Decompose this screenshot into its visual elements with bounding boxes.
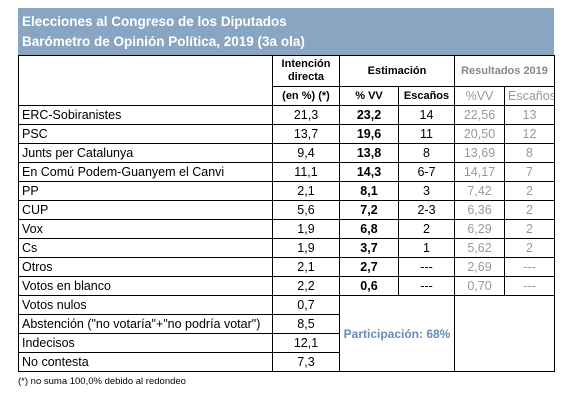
- intencion-value: 0,7: [272, 295, 340, 315]
- escanos-value: 6-7: [398, 162, 455, 182]
- res-vv-value: 7,42: [454, 181, 505, 201]
- poll-panel: Elecciones al Congreso de los Diputados …: [18, 8, 556, 387]
- intencion-value: 5,6: [272, 200, 340, 220]
- party-name: PP: [18, 181, 273, 201]
- table-row: En Comú Podem-Guanyem el Canvi 11,1 14,3 6-…: [18, 162, 556, 182]
- res-vv-value: 13,69: [454, 143, 505, 163]
- vv-value: 7,2: [339, 200, 399, 220]
- resultados-header: Resultados 2019: [453, 55, 556, 87]
- intencion-value: 13,7: [272, 124, 340, 144]
- table-row: Cs 1,9 3,7 1 5,62 2: [18, 238, 556, 258]
- header-row-2: (en %) (*) % VV Escaños %VV Escaños: [19, 86, 556, 106]
- escanos-value: ---: [398, 276, 455, 296]
- estimacion-header: Estimación: [339, 55, 455, 87]
- table-row: Votos en blanco 2,2 0,6 --- 0,70 ---: [18, 276, 556, 296]
- res-escanos-value: ---: [503, 276, 556, 296]
- escanos-value: 8: [398, 143, 455, 163]
- res-vv-value: 2,69: [454, 257, 505, 277]
- res-vv-value: 6,36: [454, 200, 505, 220]
- table-row: Junts per Catalunya 9,4 13,8 8 13,69 8: [18, 143, 556, 163]
- footnote: (*) no suma 100,0% debido al redondeo: [18, 376, 186, 387]
- res-escanos-value: 2: [503, 181, 556, 201]
- vv-value: 23,2: [339, 105, 399, 125]
- panel-header: Elecciones al Congreso de los Diputados …: [18, 8, 554, 55]
- res-escanos-value: ---: [503, 257, 556, 277]
- table-row: Votos nulos 0,7 Participación: 68%: [18, 295, 556, 372]
- res-escanos-value: 7: [503, 162, 556, 182]
- escanos-value: 2-3: [398, 200, 455, 220]
- res-escanos-header: Escaños: [503, 86, 556, 106]
- res-vv-value: 0,70: [454, 276, 505, 296]
- intencion-value: 2,1: [272, 181, 340, 201]
- escanos-value: 11: [398, 124, 455, 144]
- party-name: Junts per Catalunya: [18, 143, 273, 163]
- escanos-value: 1: [398, 238, 455, 258]
- intencion-value: 1,9: [272, 219, 340, 239]
- res-vv-value: 20,50: [454, 124, 505, 144]
- header-row-1: Intención directa Estimación Resultados …: [18, 55, 556, 106]
- table-row: CUP 5,6 7,2 2-3 6,36 2: [18, 200, 556, 220]
- party-name: ERC-Sobiranistes: [18, 105, 273, 125]
- intencion-subheader: (en %) (*): [272, 86, 340, 106]
- res-escanos-value: 12: [503, 124, 556, 144]
- escanos-value: 14: [398, 105, 455, 125]
- intencion-value: 7,3: [272, 352, 340, 372]
- vv-value: 13,8: [339, 143, 399, 163]
- escanos-value: 3: [398, 181, 455, 201]
- escanos-value: ---: [398, 257, 455, 277]
- poll-table: Intención directa Estimación Resultados …: [18, 55, 556, 372]
- table-row: No contesta 7,3: [18, 352, 555, 372]
- party-name: Otros: [18, 257, 273, 277]
- intencion-value: 1,9: [272, 238, 340, 258]
- intencion-value: 2,2: [272, 276, 340, 296]
- participacion-label: Participación: 68%: [339, 295, 455, 372]
- intencion-value: 8,5: [272, 314, 340, 334]
- intencion-header: Intención directa: [272, 55, 340, 87]
- vv-value: 6,8: [339, 219, 399, 239]
- extra-label: Votos nulos: [18, 295, 273, 315]
- extra-label: No contesta: [18, 352, 273, 372]
- vv-value: 3,7: [339, 238, 399, 258]
- res-vv-value: 14,17: [454, 162, 505, 182]
- res-escanos-value: 2: [503, 219, 556, 239]
- res-escanos-value: 8: [503, 143, 556, 163]
- party-header-cell: [18, 55, 273, 106]
- table-row: Vox 1,9 6,8 2 6,29 2: [18, 219, 556, 239]
- party-name: Cs: [18, 238, 273, 258]
- res-vv-value: 22,56: [454, 105, 505, 125]
- extra-label: Abstención ("no votaría"+"no podría vota…: [18, 314, 273, 334]
- table-row: PP 2,1 8,1 3 7,42 2: [18, 181, 556, 201]
- vv-value: 8,1: [339, 181, 399, 201]
- party-name: Vox: [18, 219, 273, 239]
- table-row: PSC 13,7 19,6 11 20,50 12: [18, 124, 556, 144]
- party-name: Votos en blanco: [18, 276, 273, 296]
- res-escanos-value: 2: [503, 238, 556, 258]
- panel-subtitle: Barómetro de Opinión Política, 2019 (3a …: [22, 34, 305, 49]
- res-vv-value: 5,62: [454, 238, 505, 258]
- panel-title: Elecciones al Congreso de los Diputados: [22, 14, 287, 29]
- res-vv-value: 6,29: [454, 219, 505, 239]
- res-escanos-value: 13: [503, 105, 556, 125]
- intencion-value: 11,1: [272, 162, 340, 182]
- intencion-value: 2,1: [272, 257, 340, 277]
- extra-label: Indecisos: [18, 333, 273, 353]
- vv-value: 2,7: [339, 257, 399, 277]
- party-name: En Comú Podem-Guanyem el Canvi: [18, 162, 273, 182]
- intencion-value: 21,3: [272, 105, 340, 125]
- vv-value: 0,6: [339, 276, 399, 296]
- escanos-value: 2: [398, 219, 455, 239]
- res-vv-header: %VV: [454, 86, 505, 106]
- intencion-value: 12,1: [272, 333, 340, 353]
- party-name: PSC: [18, 124, 273, 144]
- table-row: Otros 2,1 2,7 --- 2,69 ---: [18, 257, 556, 277]
- vv-header: % VV: [339, 86, 399, 106]
- vv-value: 14,3: [339, 162, 399, 182]
- intencion-value: 9,4: [272, 143, 340, 163]
- escanos-header: Escaños: [398, 86, 455, 106]
- res-escanos-value: 2: [503, 200, 556, 220]
- vv-value: 19,6: [339, 124, 399, 144]
- party-name: CUP: [18, 200, 273, 220]
- table-row: ERC-Sobiranistes 21,3 23,2 14 22,56 13: [18, 105, 556, 125]
- empty-results: [453, 295, 556, 372]
